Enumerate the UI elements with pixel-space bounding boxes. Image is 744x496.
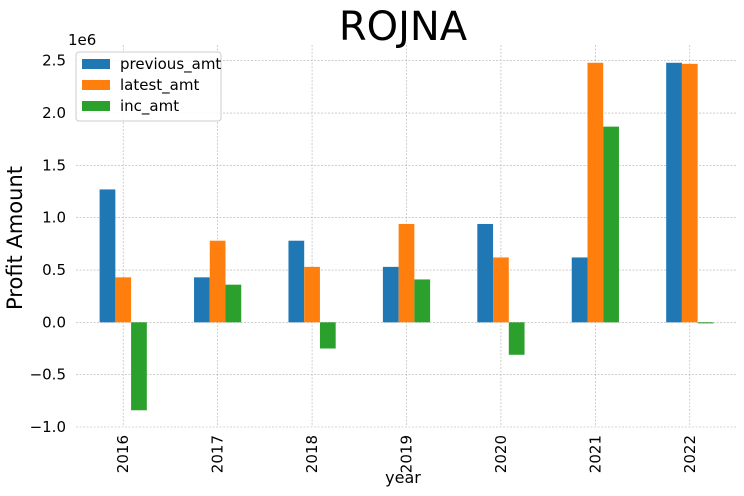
y-tick-label: −1.0 — [30, 418, 66, 436]
y-tick-label: −0.5 — [30, 366, 66, 384]
bar-inc_amt-2019 — [414, 279, 431, 323]
bar-inc_amt-2018 — [319, 322, 336, 349]
bar-latest_amt-2020 — [493, 257, 509, 323]
legend-box — [75, 51, 222, 122]
y-tick-label: 1.5 — [42, 156, 66, 174]
bar-latest_amt-2017 — [209, 240, 226, 323]
x-tick-label: 2019 — [398, 435, 416, 473]
legend-swatch-latest_amt — [82, 80, 110, 90]
bar-latest_amt-2022 — [681, 63, 698, 323]
bar-inc_amt-2021 — [603, 126, 619, 323]
y-axis-offset-label: 1e6 — [68, 31, 96, 49]
legend-label-latest_amt: latest_amt — [120, 76, 199, 95]
bar-previous_amt-2022 — [666, 62, 682, 323]
bar-latest_amt-2016 — [115, 277, 132, 323]
legend: previous_amt latest_amt inc_amt — [75, 51, 222, 122]
bar-previous_amt-2020 — [477, 223, 494, 323]
legend-swatch-inc_amt — [82, 101, 110, 111]
y-tick-label: 0.0 — [42, 313, 66, 331]
bar-latest_amt-2021 — [587, 62, 604, 323]
bar-previous_amt-2019 — [382, 266, 399, 323]
bars — [99, 62, 714, 411]
bar-inc_amt-2020 — [508, 322, 525, 355]
bar-previous_amt-2016 — [99, 189, 116, 323]
bar-previous_amt-2017 — [194, 277, 210, 323]
x-tick-label: 2021 — [586, 435, 604, 473]
y-tick-label: 2.0 — [42, 104, 66, 122]
x-tick-label: 2016 — [114, 435, 132, 473]
y-axis-label: Profit Amount — [3, 166, 27, 310]
bar-previous_amt-2018 — [288, 240, 305, 323]
x-axis-label: year — [385, 468, 421, 487]
bar-previous_amt-2021 — [571, 257, 588, 323]
bar-inc_amt-2016 — [131, 322, 147, 411]
y-axis-ticks: −1.0 −0.5 0.0 0.5 1.0 1.5 2.0 2.5 — [30, 52, 66, 436]
chart-title: ROJNA — [339, 4, 468, 50]
y-tick-label: 0.5 — [42, 261, 66, 279]
legend-label-inc_amt: inc_amt — [120, 97, 179, 116]
x-tick-label: 2018 — [303, 435, 321, 473]
bar-latest_amt-2018 — [304, 266, 320, 323]
y-tick-label: 2.5 — [42, 52, 66, 70]
bar-latest_amt-2019 — [398, 223, 415, 323]
legend-swatch-previous_amt — [82, 59, 110, 69]
bar-inc_amt-2022 — [697, 322, 714, 324]
bar-inc_amt-2017 — [225, 284, 242, 323]
y-tick-label: 1.0 — [42, 209, 66, 227]
x-tick-label: 2017 — [209, 435, 227, 473]
x-tick-label: 2020 — [492, 435, 510, 473]
x-tick-label: 2022 — [681, 435, 699, 473]
x-axis-ticks: 2016 2017 2018 2019 2020 2021 2022 — [114, 435, 699, 473]
legend-label-previous_amt: previous_amt — [120, 55, 221, 74]
